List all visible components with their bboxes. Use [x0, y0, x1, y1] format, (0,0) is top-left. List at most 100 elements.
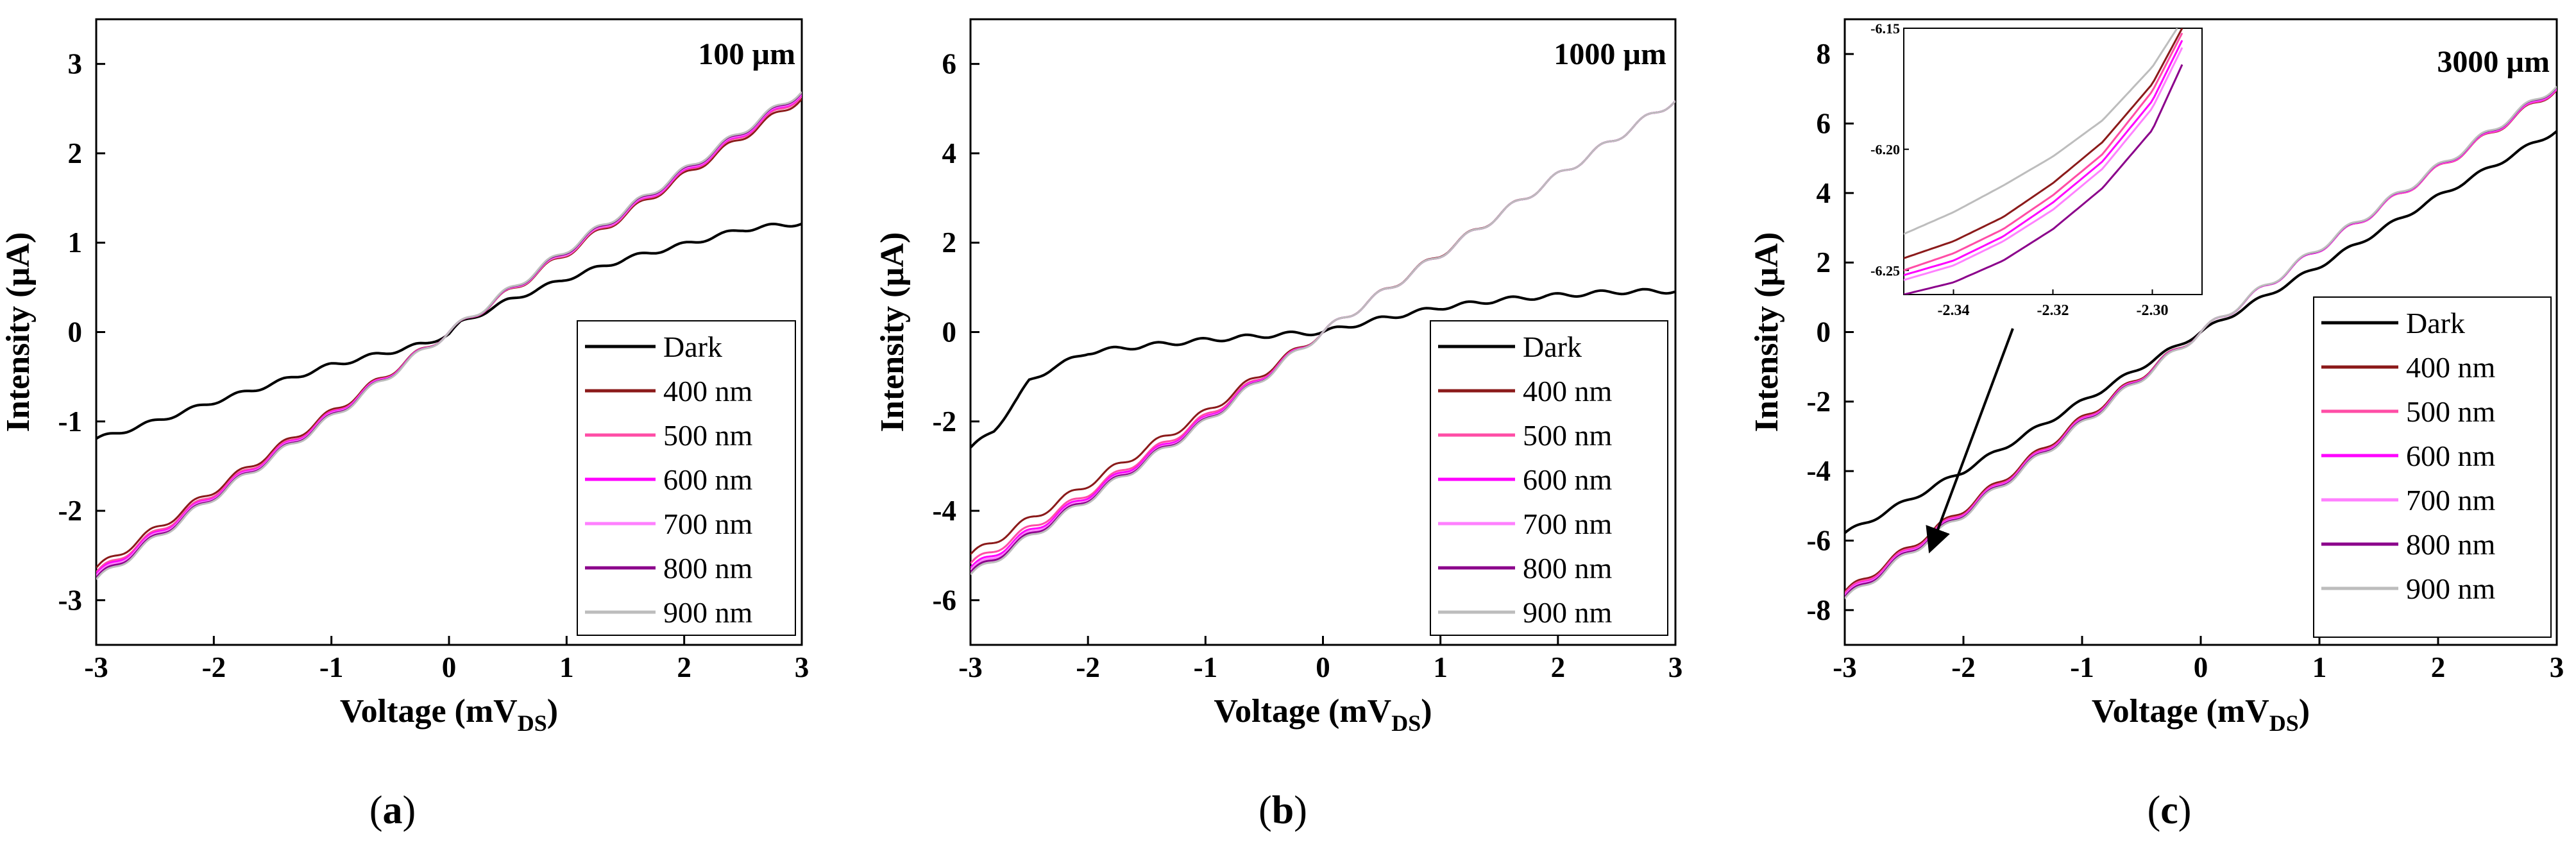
x-axis-label: Voltage (mVDS): [1214, 693, 1432, 736]
x-tick-label: 0: [1316, 651, 1330, 683]
sample-length-annotation: 100 µm: [698, 37, 795, 71]
panel-label: (b): [1258, 789, 1307, 832]
legend-label: 400 nm: [663, 375, 753, 407]
x-tick-label: 2: [1551, 651, 1566, 683]
x-tick-label: 3: [795, 651, 809, 683]
legend-label: 700 nm: [1523, 508, 1613, 540]
x-tick-label: -3: [958, 651, 983, 683]
zoom-inset: -2.34 -2.32 -2.30 -6.15 -6.20 -6.25: [1870, 21, 2203, 554]
y-axis-label: Intensity (µA): [0, 232, 37, 432]
y-tick-label: 3: [68, 48, 83, 80]
y-tick-label: 1: [68, 227, 83, 259]
y-tick-label: 6: [1817, 108, 1831, 140]
series-line-dark: [96, 222, 802, 440]
legend-label: 800 nm: [663, 552, 753, 585]
y-tick-label: -1: [58, 406, 83, 438]
inset-y-tick-label: -6.15: [1870, 21, 1900, 37]
y-tick-label: -3: [58, 584, 83, 616]
x-tick-label: 0: [442, 651, 457, 683]
legend-label: 500 nm: [663, 419, 753, 452]
inset-y-tick-label: -6.20: [1870, 142, 1900, 158]
legend-label: 900 nm: [2406, 572, 2496, 605]
legend: Dark 400 nm 500 nm 600 nm 700 nm 800 nm 900 nm: [577, 320, 796, 636]
legend-label: 600 nm: [2406, 440, 2496, 472]
legend-label: 700 nm: [2406, 484, 2496, 517]
series-lines: [1845, 85, 2557, 599]
inset-series-line-400-nm: [1904, 28, 2183, 259]
y-tick-label: -4: [933, 495, 957, 527]
x-tick-label: 3: [2550, 651, 2564, 683]
legend-label: 500 nm: [1523, 419, 1613, 452]
x-tick-label: 1: [1433, 651, 1448, 683]
y-tick-label: 4: [942, 137, 957, 169]
x-tick-label: -3: [1833, 651, 1857, 683]
x-tick-label: 3: [1668, 651, 1683, 683]
y-tick-label: -4: [1807, 455, 1831, 487]
legend-label: 700 nm: [663, 508, 753, 540]
inset-series-line-500-nm: [1904, 32, 2183, 271]
y-axis-label: Intensity (µA): [1749, 232, 1785, 432]
legend-label: 900 nm: [663, 596, 753, 629]
sample-length-annotation: 1000 µm: [1554, 37, 1666, 71]
panel-b: -3 -2 -1 0 1 2 3 -6 -4 -2 0 2 4 6 Voltage (mVDS) Intens…: [874, 18, 1683, 832]
panel-c: -3 -2 -1 0 1 2 3 -8 -6 -4 -2 0 2 4 6 8 Voltage (mVDS) Int…: [1749, 18, 2564, 832]
legend-label: 400 nm: [2406, 351, 2496, 384]
x-axis-label: Voltage (mVDS): [340, 693, 558, 736]
panel-a: -3 -2 -1 0 1 2 3 -3 -2 -1 0 1 2 3 Voltage (mVDS) Intens…: [0, 18, 809, 832]
inset-series-line-900-nm: [1904, 28, 2178, 235]
inset-x-tick-label: -2.32: [2037, 302, 2069, 319]
y-tick-label: 8: [1817, 38, 1831, 70]
y-tick-label: 0: [1817, 316, 1831, 348]
inset-y-tick-label: -6.25: [1870, 262, 1900, 278]
legend-label: Dark: [2406, 307, 2465, 339]
y-tick-label: 0: [68, 316, 83, 348]
legend-label: 900 nm: [1523, 596, 1613, 629]
series-line-900-nm: [970, 100, 1675, 576]
y-tick-label: 4: [1817, 177, 1831, 209]
legend-label: 600 nm: [1523, 463, 1613, 496]
x-tick-label: -2: [1951, 651, 1976, 683]
inset-series-line-800-nm: [1904, 64, 2183, 295]
y-tick-label: 2: [68, 137, 83, 169]
y-tick-label: -2: [58, 495, 83, 527]
legend-label: 600 nm: [663, 463, 753, 496]
x-tick-label: -1: [319, 651, 344, 683]
inset-x-tick-label: -2.30: [2137, 302, 2169, 319]
y-tick-label: -8: [1807, 594, 1831, 626]
series-line-900-nm: [1845, 85, 2557, 599]
y-tick-label: 0: [942, 316, 957, 348]
legend-label: 500 nm: [2406, 395, 2496, 428]
x-tick-label: 0: [2194, 651, 2208, 683]
y-tick-label: -2: [1807, 386, 1831, 418]
inset-series-lines: [1904, 28, 2183, 295]
panel-label: (c): [2148, 789, 2192, 832]
legend: Dark 400 nm 500 nm 600 nm 700 nm 800 nm 900 nm: [1430, 320, 1668, 636]
y-tick-label: 2: [942, 227, 957, 259]
x-tick-label: 1: [2312, 651, 2327, 683]
legend-label: 800 nm: [1523, 552, 1613, 585]
legend-label: 400 nm: [1523, 375, 1613, 407]
x-tick-label: -3: [84, 651, 108, 683]
inset-series-line-600-nm: [1904, 40, 2183, 277]
y-tick-label: -2: [933, 406, 957, 438]
series-lines: [970, 100, 1675, 576]
x-tick-label: -2: [1076, 651, 1100, 683]
legend-label: 800 nm: [2406, 528, 2496, 561]
x-tick-label: 2: [677, 651, 691, 683]
legend-label: Dark: [663, 330, 722, 363]
x-tick-label: -1: [2070, 651, 2094, 683]
sample-length-annotation: 3000 µm: [2437, 45, 2550, 79]
legend-box: [2313, 296, 2552, 638]
legend: Dark 400 nm 500 nm 600 nm 700 nm 800 nm 900 nm: [2313, 296, 2552, 638]
x-tick-label: -2: [202, 651, 226, 683]
zoom-arrow: [1926, 328, 2014, 554]
inset-x-tick-label: -2.34: [1938, 302, 1970, 319]
series-lines: [96, 91, 802, 580]
x-tick-label: 2: [2431, 651, 2446, 683]
y-tick-label: -6: [933, 584, 957, 616]
legend-label: Dark: [1523, 330, 1582, 363]
x-tick-label: 1: [559, 651, 574, 683]
series-line-900-nm: [96, 91, 802, 580]
y-tick-label: 2: [1817, 246, 1831, 278]
